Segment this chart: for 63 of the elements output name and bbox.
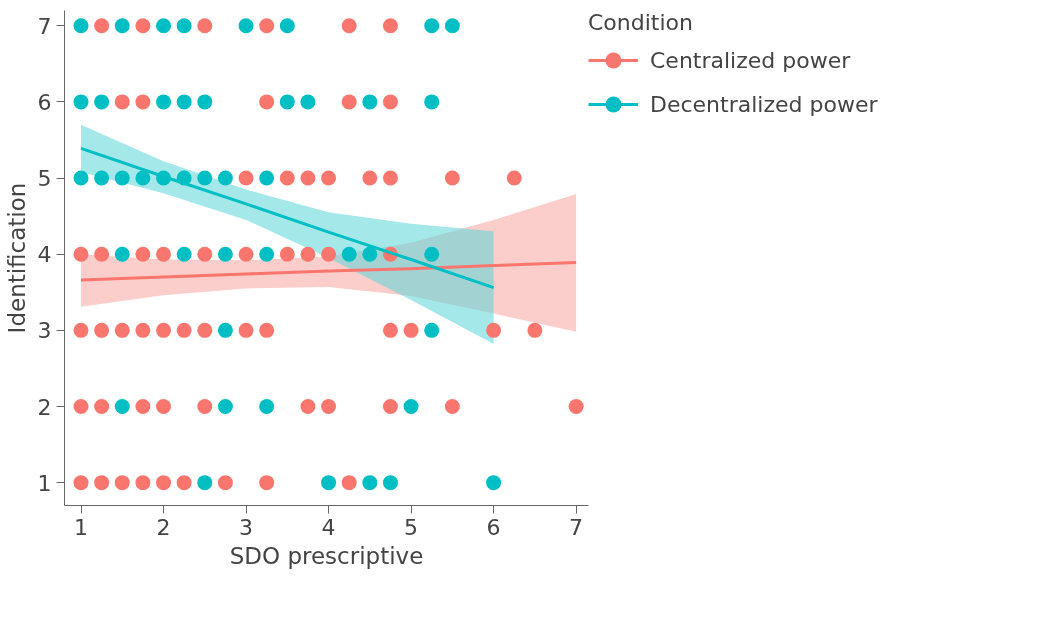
point (217, 170, 233, 186)
point (424, 322, 440, 338)
x-axis-title: SDO prescriptive (229, 542, 424, 569)
point (259, 246, 275, 262)
line-series (79, 261, 578, 282)
point (279, 18, 295, 34)
point (176, 18, 192, 34)
point (362, 94, 378, 110)
y-tick-label: 1 (37, 470, 52, 496)
legend-title: Condition (588, 10, 694, 35)
point (362, 475, 378, 491)
point (217, 246, 233, 262)
point (73, 18, 89, 34)
point (279, 94, 295, 110)
point (114, 170, 130, 186)
point (94, 94, 110, 110)
point (424, 246, 440, 262)
y-tick-label: 6 (37, 89, 52, 115)
point (259, 399, 275, 414)
x-tick-label: 3 (239, 514, 254, 540)
point (156, 94, 172, 110)
legend-label: Centralized power (650, 47, 851, 73)
point (197, 475, 213, 491)
point (94, 170, 110, 186)
point (217, 399, 233, 414)
point (238, 18, 254, 34)
x-tick-label: 4 (321, 514, 336, 540)
point (424, 94, 440, 110)
line-series (79, 146, 496, 290)
point (114, 246, 130, 262)
point (444, 18, 460, 34)
y-tick-label: 7 (37, 13, 52, 39)
point (362, 246, 378, 262)
point (403, 399, 419, 414)
y-tick-label: 3 (37, 318, 52, 344)
point (176, 246, 192, 262)
point (259, 170, 275, 186)
x-tick-label: 5 (404, 514, 419, 540)
y-tick-label: 2 (37, 394, 52, 420)
point (217, 322, 233, 338)
point (382, 475, 398, 491)
point (197, 170, 213, 186)
x-tick-label: 1 (74, 514, 89, 540)
x-tick-label: 2 (156, 514, 171, 540)
point (176, 94, 192, 110)
point (424, 18, 440, 34)
y-axis-title: Identification (3, 182, 30, 334)
point (73, 94, 89, 110)
point (341, 246, 357, 262)
x-tick-label: 7 (569, 514, 584, 540)
point (486, 475, 502, 491)
point (156, 18, 172, 34)
legend-label: Decentralized power (650, 91, 878, 117)
point (135, 170, 151, 186)
y-tick-label: 5 (37, 166, 52, 192)
point (197, 94, 213, 110)
point (321, 475, 337, 491)
point (114, 18, 130, 34)
point (114, 399, 130, 414)
point (300, 94, 316, 110)
point (73, 170, 89, 186)
x-tick-label: 6 (486, 514, 501, 540)
y-tick-label: 4 (37, 242, 52, 268)
